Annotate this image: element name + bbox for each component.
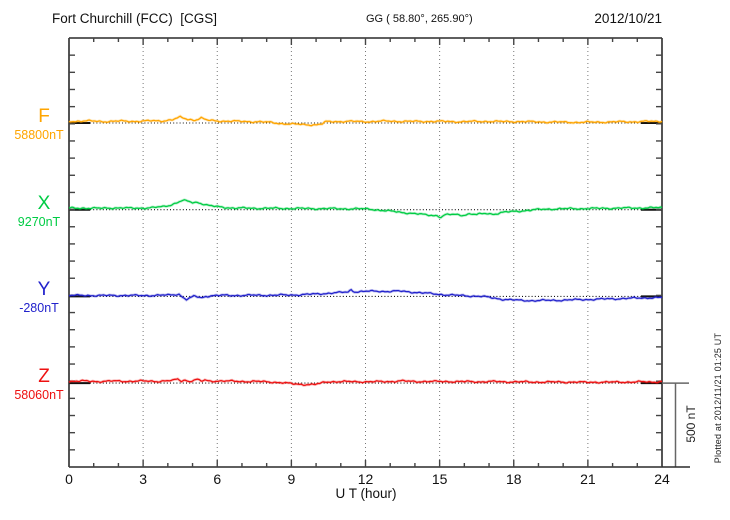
component-letter-F: F [38,106,50,127]
x-tick-label-15: 15 [432,471,448,487]
x-tick-label-12: 12 [358,471,374,487]
trace-X [68,198,663,220]
hour-ticks [68,38,663,467]
component-baseline-Y: -280nT [19,301,59,315]
x-tick-label-9: 9 [287,471,295,487]
gridlines [142,39,589,466]
nt-ticks [69,54,662,451]
plotted-at-note: Plotted at 2012/11/21 01:25 UT [713,332,723,464]
component-baseline-X: 9270nT [17,215,61,229]
trace-Z [68,377,663,387]
component-letter-X: X [37,193,51,214]
scale-bar [662,382,690,468]
trace-F [68,114,663,128]
station-coordinates: GG ( 58.80°, 265.90°) [366,13,473,25]
component-baseline-F: 58800nT [14,128,64,142]
trace-Y [68,287,663,303]
plot-border [68,37,663,468]
scale-bar-label: 500 nT [684,405,698,443]
x-tick-label-3: 3 [139,471,147,487]
x-tick-label-0: 0 [65,471,73,487]
component-letter-Y: Y [37,279,51,300]
plot-date: 2012/10/21 [594,11,662,26]
component-letter-Z: Z [38,366,50,387]
x-tick-label-6: 6 [213,471,221,487]
x-tick-labels: 0 3 6 9 12 15 18 21 24 [65,471,670,487]
x-tick-label-21: 21 [580,471,596,487]
x-axis-title: U T (hour) [335,486,397,501]
station-title: Fort Churchill (FCC) [CGS] [52,11,218,26]
component-baseline-Z: 58060nT [14,388,64,402]
x-tick-label-18: 18 [506,471,522,487]
x-tick-label-24: 24 [654,471,670,487]
